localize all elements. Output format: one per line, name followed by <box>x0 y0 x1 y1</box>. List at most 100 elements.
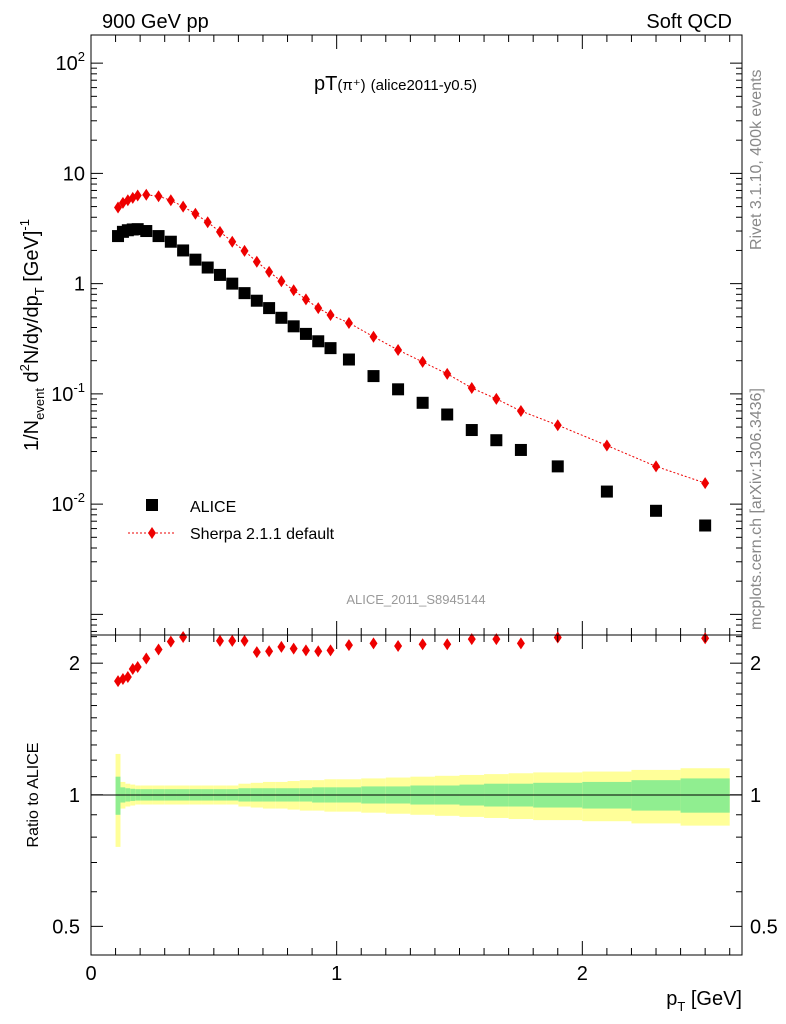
alice-point <box>324 342 337 355</box>
main-frame <box>90 34 743 636</box>
alice-point <box>299 327 312 340</box>
alice-point <box>441 408 454 421</box>
mc-point <box>467 382 476 395</box>
mc-point <box>215 225 224 238</box>
ratio-point <box>240 634 249 647</box>
x-tick-label: 1 <box>331 963 342 985</box>
ratio-point <box>344 639 353 652</box>
alice-point <box>650 504 663 517</box>
alice-point <box>514 443 527 456</box>
ratio-y-tick-label-left: 2 <box>69 653 80 675</box>
mc-point <box>154 190 163 203</box>
alice-point <box>416 396 429 409</box>
main-panel: 10-2 10-1 1 10 102 pT(π⁺) (alice2011-y0.5) AL… <box>17 34 743 636</box>
y-tick-label: 1 <box>74 274 85 296</box>
mc-point <box>114 201 123 214</box>
alice-point <box>490 434 503 447</box>
alice-point <box>201 261 214 274</box>
alice-point <box>699 519 712 532</box>
mc-point <box>326 308 335 321</box>
legend-label-alice: ALICE <box>190 499 236 516</box>
mc-point <box>443 367 452 380</box>
alice-point <box>600 485 613 498</box>
ratio-point <box>265 645 274 658</box>
ratio-point <box>215 634 224 647</box>
ratio-point <box>252 646 261 659</box>
alice-point <box>465 424 478 437</box>
band-inner <box>680 778 730 813</box>
mc-point <box>228 235 237 248</box>
legend: ALICE Sherpa 2.1.1 default <box>128 499 335 543</box>
ratio-point <box>492 633 501 646</box>
y-tick-label: 10-2 <box>51 490 85 516</box>
ratio-point <box>154 643 163 656</box>
ratio-point <box>179 631 188 643</box>
alice-point <box>342 353 355 366</box>
ratio-ticks: 0 1 2 0.5 0.5 1 1 2 2 <box>52 635 778 985</box>
title-main: pT <box>314 73 337 95</box>
mc-point <box>701 477 710 490</box>
alice-point <box>164 235 177 248</box>
ratio-point <box>314 645 323 658</box>
alice-point <box>312 335 325 348</box>
header-left: 900 GeV pp <box>102 11 209 33</box>
ratio-point <box>277 640 286 653</box>
ratio-point <box>123 670 132 683</box>
x-tick-label: 0 <box>85 963 96 985</box>
ratio-point <box>467 633 476 646</box>
mc-point <box>344 316 353 329</box>
alice-point <box>250 294 263 307</box>
mc-point <box>179 200 188 213</box>
ratio-bands <box>115 753 730 847</box>
mc-point <box>314 302 323 315</box>
ratio-point <box>369 637 378 650</box>
alice-point <box>226 277 239 290</box>
y-tick-label: 10-1 <box>51 380 85 406</box>
alice-point <box>177 244 190 257</box>
header-right: Soft QCD <box>646 11 732 33</box>
source-label: mcplots.cern.ch [arXiv:1306.3436] <box>748 388 765 630</box>
mc-point <box>133 189 142 202</box>
ratio-frame <box>90 634 743 956</box>
ratio-point <box>228 634 237 647</box>
alice-point <box>275 311 288 324</box>
title-particle: (π⁺) <box>337 77 365 94</box>
mc-point <box>252 255 261 268</box>
ratio-y-tick-label-left: 0.5 <box>52 916 80 938</box>
mc-point <box>265 265 274 278</box>
legend-marker-mc <box>148 527 156 539</box>
mc-point <box>240 244 249 257</box>
alice-point <box>392 383 405 396</box>
ratio-y-tick-label-right: 1 <box>750 785 761 807</box>
mc-point <box>553 419 562 432</box>
band-inner <box>115 776 121 815</box>
main-ticks: 10-2 10-1 1 10 102 <box>51 35 742 635</box>
y-tick-label: 102 <box>56 49 85 75</box>
mc-point <box>203 216 212 229</box>
y-tick-label: 10 <box>63 163 85 185</box>
mc-point <box>492 392 501 405</box>
alice-point <box>287 320 300 333</box>
alice-point <box>213 268 226 281</box>
ratio-y-tick-label-left: 1 <box>69 785 80 807</box>
chart-title: pT(π⁺) (alice2011-y0.5) <box>314 73 477 95</box>
legend-marker-alice <box>146 499 158 511</box>
ratio-points <box>114 631 710 688</box>
alice-point <box>189 253 202 266</box>
ratio-point <box>443 638 452 651</box>
rivet-label: Rivet 3.1.10, 400k events <box>748 69 765 250</box>
x-axis-label: pT [GeV] <box>666 988 742 1014</box>
ratio-point <box>133 661 142 674</box>
alice-point <box>367 370 380 383</box>
mc-point <box>191 207 200 220</box>
ratio-y-tick-label-right: 0.5 <box>750 916 778 938</box>
mc-point <box>301 293 310 306</box>
mc-point <box>142 188 151 201</box>
mc-line <box>117 194 706 484</box>
x-tick-label: 2 <box>577 963 588 985</box>
ratio-point <box>418 638 427 651</box>
ratio-ylabel: Ratio to ALICE <box>25 743 42 848</box>
alice-point <box>551 460 564 473</box>
ratio-point <box>142 652 151 665</box>
